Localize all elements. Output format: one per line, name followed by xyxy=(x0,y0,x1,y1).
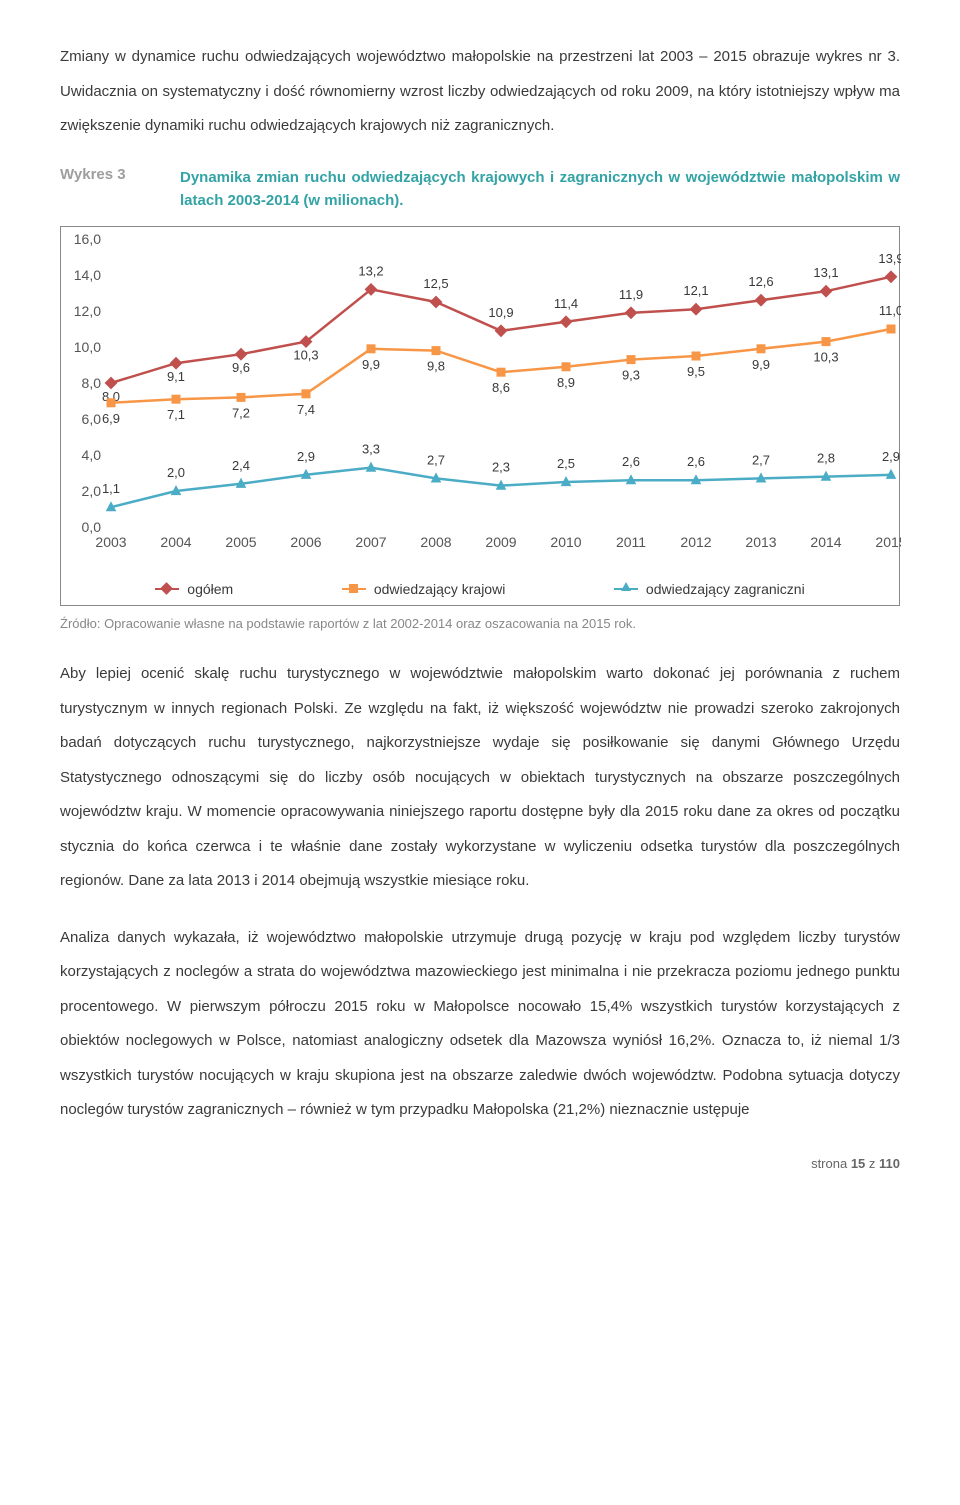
svg-text:2009: 2009 xyxy=(485,534,516,550)
svg-text:2006: 2006 xyxy=(290,534,321,550)
svg-text:2004: 2004 xyxy=(160,534,191,550)
svg-text:9,9: 9,9 xyxy=(362,357,380,372)
svg-text:8,0: 8,0 xyxy=(82,375,102,391)
svg-text:12,1: 12,1 xyxy=(683,283,708,298)
svg-text:13,2: 13,2 xyxy=(358,263,383,278)
body-paragraph-1: Aby lepiej ocenić skalę ruchu turystyczn… xyxy=(60,657,900,899)
svg-text:12,0: 12,0 xyxy=(74,303,101,319)
svg-text:9,8: 9,8 xyxy=(427,359,445,374)
svg-text:2,5: 2,5 xyxy=(557,456,575,471)
svg-text:6,0: 6,0 xyxy=(82,411,102,427)
svg-text:9,6: 9,6 xyxy=(232,360,250,375)
svg-text:2,3: 2,3 xyxy=(492,460,510,475)
svg-text:2,0: 2,0 xyxy=(82,483,102,499)
legend-label: odwiedzający krajowi xyxy=(374,581,506,597)
svg-text:1,1: 1,1 xyxy=(102,481,120,496)
svg-text:10,3: 10,3 xyxy=(293,348,318,363)
svg-text:7,1: 7,1 xyxy=(167,407,185,422)
svg-text:2,4: 2,4 xyxy=(232,458,250,473)
svg-text:9,9: 9,9 xyxy=(752,357,770,372)
page-footer: strona 15 z 110 xyxy=(60,1156,900,1171)
chart-legend: ogółem odwiedzający krajowi odwiedzający z… xyxy=(61,581,899,597)
svg-text:8,9: 8,9 xyxy=(557,375,575,390)
svg-text:9,1: 9,1 xyxy=(167,369,185,384)
legend-item: odwiedzający zagraniczni xyxy=(614,581,805,597)
svg-text:3,3: 3,3 xyxy=(362,442,380,457)
svg-text:16,0: 16,0 xyxy=(74,231,101,247)
svg-text:7,4: 7,4 xyxy=(297,402,315,417)
svg-text:10,0: 10,0 xyxy=(74,339,101,355)
svg-text:2010: 2010 xyxy=(550,534,581,550)
svg-text:2,6: 2,6 xyxy=(687,454,705,469)
chart-header: Wykres 3 Dynamika zmian ruchu odwiedzają… xyxy=(60,166,900,213)
svg-text:2008: 2008 xyxy=(420,534,451,550)
svg-text:10,9: 10,9 xyxy=(488,305,513,320)
svg-text:9,5: 9,5 xyxy=(687,364,705,379)
svg-text:13,9: 13,9 xyxy=(878,251,901,266)
chart-number-label: Wykres 3 xyxy=(60,166,180,183)
svg-text:2007: 2007 xyxy=(355,534,386,550)
legend-label: ogółem xyxy=(187,581,233,597)
svg-text:9,3: 9,3 xyxy=(622,368,640,383)
svg-text:2011: 2011 xyxy=(616,534,646,550)
body-paragraph-2: Analiza danych wykazała, iż województwo … xyxy=(60,921,900,1128)
svg-text:11,0: 11,0 xyxy=(879,303,901,318)
svg-text:2013: 2013 xyxy=(745,534,776,550)
line-chart: 0,0 2,0 4,0 6,0 8,0 10,0 12,0 14,0 16,0 2003 2004 2… xyxy=(61,227,901,567)
svg-text:14,0: 14,0 xyxy=(74,267,101,283)
svg-text:8,6: 8,6 xyxy=(492,380,510,395)
chart-container: 0,0 2,0 4,0 6,0 8,0 10,0 12,0 14,0 16,0 2003 2004 2… xyxy=(60,226,900,606)
chart-source: Źródło: Opracowanie własne na podstawie … xyxy=(60,616,900,631)
svg-text:12,5: 12,5 xyxy=(423,276,448,291)
page-total: 110 xyxy=(879,1156,900,1171)
svg-text:12,6: 12,6 xyxy=(748,274,773,289)
svg-text:2003: 2003 xyxy=(95,534,126,550)
svg-text:13,1: 13,1 xyxy=(813,265,838,280)
legend-item: odwiedzający krajowi xyxy=(342,581,506,597)
svg-text:2,6: 2,6 xyxy=(622,454,640,469)
chart-title: Dynamika zmian ruchu odwiedzających kraj… xyxy=(180,166,900,213)
svg-text:7,2: 7,2 xyxy=(232,405,250,420)
svg-text:4,0: 4,0 xyxy=(82,447,102,463)
svg-text:11,4: 11,4 xyxy=(554,296,578,311)
svg-text:2014: 2014 xyxy=(810,534,841,550)
svg-text:6,9: 6,9 xyxy=(102,411,120,426)
svg-text:2012: 2012 xyxy=(680,534,711,550)
svg-text:2015: 2015 xyxy=(875,534,901,550)
legend-label: odwiedzający zagraniczni xyxy=(646,581,805,597)
svg-text:2,0: 2,0 xyxy=(167,465,185,480)
svg-text:10,3: 10,3 xyxy=(813,350,838,365)
svg-text:2,8: 2,8 xyxy=(817,451,835,466)
svg-text:2,9: 2,9 xyxy=(297,449,315,464)
svg-text:0,0: 0,0 xyxy=(82,519,102,535)
svg-text:2005: 2005 xyxy=(225,534,256,550)
svg-text:2,7: 2,7 xyxy=(752,452,770,467)
legend-item: ogółem xyxy=(155,581,233,597)
intro-paragraph: Zmiany w dynamice ruchu odwiedzających w… xyxy=(60,40,900,144)
svg-text:2,7: 2,7 xyxy=(427,452,445,467)
svg-text:11,9: 11,9 xyxy=(619,287,643,302)
svg-text:2,9: 2,9 xyxy=(882,449,900,464)
page-current: 15 xyxy=(851,1156,865,1171)
